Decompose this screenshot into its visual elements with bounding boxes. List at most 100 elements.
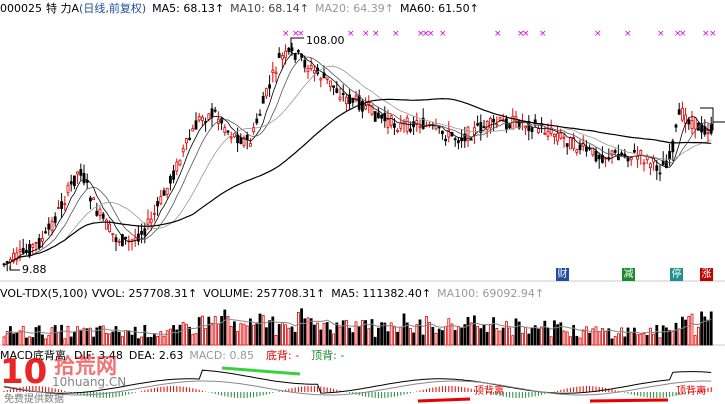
candle-body	[41, 238, 44, 242]
volume-bar	[444, 325, 448, 346]
candle-body	[165, 187, 169, 195]
volume-bar	[354, 321, 358, 346]
candle-body	[89, 197, 92, 202]
candle-body	[15, 252, 19, 261]
volume-bar	[437, 328, 441, 346]
volume-bar	[121, 336, 124, 346]
candle-body	[21, 247, 25, 254]
volume-bar	[15, 332, 19, 346]
volume-bar	[44, 338, 47, 346]
candle-body	[575, 149, 579, 153]
candle-body	[677, 109, 681, 115]
volume-bar	[47, 334, 51, 346]
macd-value: MACD: 0.85	[189, 349, 254, 362]
volume-bar	[344, 319, 348, 346]
finance-badge-icon[interactable]: 财	[556, 268, 569, 281]
volume-bar	[168, 328, 172, 346]
candle-body	[133, 237, 137, 241]
volume-bar	[290, 326, 294, 346]
candlestick-chart[interactable]: 108.00 9.88 × ×× × × × × ××× × × ×× × × × × ×× × ×	[0, 18, 725, 283]
candle-body	[367, 102, 371, 105]
volume-bar	[703, 316, 707, 346]
candle-body	[447, 129, 451, 138]
candle-body	[476, 123, 480, 126]
volume-chart[interactable]	[0, 302, 725, 346]
volume-bar	[220, 316, 224, 346]
volume-bar	[623, 336, 627, 346]
volume-value: VOLUME: 257708.31↑	[203, 287, 326, 300]
volume-bar	[92, 336, 95, 346]
volume-bar	[501, 327, 505, 346]
volume-bar	[69, 336, 73, 346]
volume-bar	[303, 318, 307, 346]
volume-bar	[335, 322, 339, 346]
volume-bar	[559, 322, 563, 346]
volume-bar	[232, 321, 236, 346]
volume-bar	[543, 320, 547, 346]
volume-bar	[338, 326, 342, 346]
candle-body	[629, 156, 633, 161]
volume-bar	[277, 324, 281, 346]
candle-body	[37, 238, 41, 248]
volume-bar	[200, 315, 204, 346]
candle-body	[469, 138, 473, 141]
volume-bar	[389, 322, 393, 346]
volume-bar	[620, 327, 623, 346]
candle-body	[101, 213, 105, 219]
candle-body	[82, 173, 86, 184]
volume-bar	[37, 325, 41, 346]
candle-body	[258, 113, 262, 116]
candle-body	[232, 133, 236, 138]
candle-body	[485, 121, 489, 130]
volume-bar	[581, 330, 585, 346]
volume-bar	[101, 325, 105, 346]
volume-bar	[421, 334, 425, 346]
limit-up-badge-icon[interactable]: 涨	[700, 268, 713, 281]
volume-bar	[572, 325, 575, 346]
candle-body	[287, 47, 291, 52]
candle-body	[338, 96, 342, 100]
candle-body	[671, 140, 675, 153]
reduce-badge-icon[interactable]: 减	[622, 268, 635, 281]
candle-body	[210, 108, 214, 118]
volume-bar	[50, 327, 54, 346]
volume-bar	[405, 322, 409, 346]
volume-bar	[613, 336, 617, 346]
candle-body	[376, 112, 380, 119]
volume-bar	[197, 317, 201, 346]
volume-bar	[130, 334, 134, 346]
volume-bar	[140, 336, 144, 346]
volume-bar	[332, 333, 336, 346]
volume-bar	[175, 329, 179, 346]
volume-bar	[165, 330, 169, 346]
volume-bar	[319, 329, 323, 346]
volume-bar	[658, 337, 662, 346]
candle-body	[613, 150, 617, 153]
volume-bar	[194, 333, 198, 346]
volume-bar	[415, 324, 419, 346]
candle-body	[649, 163, 652, 168]
volume-bar	[463, 324, 467, 346]
volume-bar	[143, 324, 147, 346]
volume-bar	[2, 336, 6, 346]
watermark-domain: 10huang.CN	[52, 375, 127, 389]
candle-body	[572, 137, 575, 149]
volume-bar	[597, 331, 601, 346]
volume-bar	[136, 338, 140, 346]
halt-badge-icon[interactable]: 停	[670, 268, 683, 281]
candle-body	[181, 148, 185, 153]
volume-bar	[549, 336, 553, 346]
macd-chart[interactable]: 顶背离 顶背离	[0, 362, 725, 404]
volume-bar	[498, 330, 502, 346]
stock-code: 000025	[0, 2, 42, 15]
top-divergence-segment	[221, 366, 301, 376]
candle-body	[175, 161, 179, 172]
volume-bar	[127, 330, 131, 346]
signal-marker: ×	[709, 29, 717, 39]
volume-bar	[213, 316, 217, 346]
candle-body	[517, 120, 521, 129]
volume-bar	[556, 324, 559, 346]
volume-bar	[114, 326, 118, 346]
candle-body	[655, 165, 659, 171]
